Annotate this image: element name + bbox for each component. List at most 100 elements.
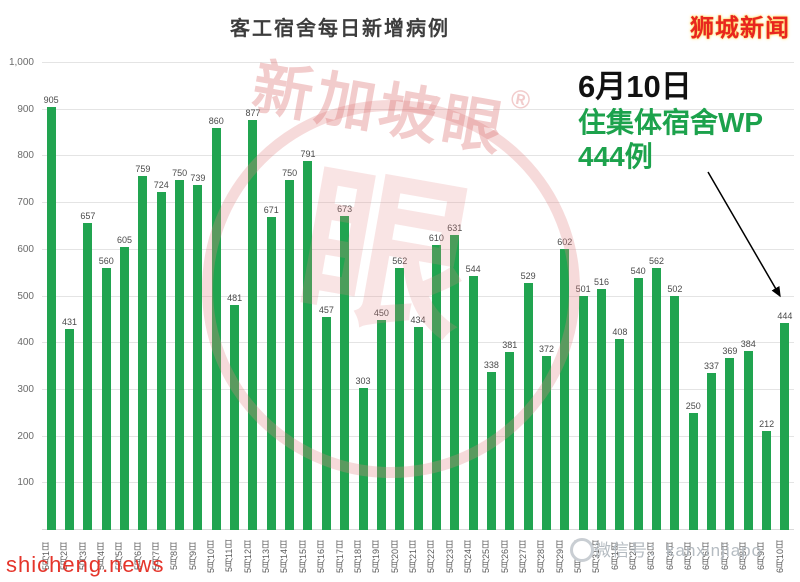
gridline [42,248,794,250]
bar-value-label: 450 [373,308,389,318]
bar [450,235,460,530]
bar-value-label: 434 [410,315,426,325]
bar-slot: 562 [647,63,665,530]
bar [340,216,350,530]
bar-slot: 384 [739,63,757,530]
bar-slot: 739 [189,63,207,530]
bar-value-label: 501 [575,284,591,294]
bar [65,329,75,530]
x-axis-tick-label: 5月14日 [279,539,290,573]
bar [193,185,203,530]
bar-value-label: 372 [538,344,554,354]
x-axis-tick-label: 5月10日 [206,539,217,573]
bar [743,351,753,530]
x-axis-tick-label: 5月17日 [334,539,345,573]
y-axis-tick-label: 200 [17,430,34,442]
bar-value-label: 631 [447,223,463,233]
bar-value-label: 381 [502,340,518,350]
bar-slot: 434 [409,63,427,530]
bar-value-label: 529 [520,271,536,281]
bar [156,192,166,530]
bar [46,107,56,530]
bar-value-label: 303 [355,376,371,386]
bar-slot: 381 [501,63,519,530]
bar-slot: 673 [336,63,354,530]
bar [633,278,643,530]
y-axis-tick-label: 500 [17,290,34,302]
bar-value-label: 750 [282,168,298,178]
bar [688,413,698,530]
bar [413,327,423,530]
bar-slot: 759 [134,63,152,530]
x-axis-tick-label: 5月15日 [297,539,308,573]
x-axis-tick-label: 5月21日 [407,539,418,573]
x-axis-tick-label: 5月23日 [444,539,455,573]
y-axis-tick-label: 900 [17,103,34,115]
y-axis-tick-label: 300 [17,383,34,395]
x-axis-tick-label: 5月16日 [316,539,327,573]
bar-slot: 562 [391,63,409,530]
bar-value-label: 457 [318,305,334,315]
bar [486,372,496,530]
x-axis-tick-label: 5月18日 [352,539,363,573]
bar-slot: 481 [225,63,243,530]
bar-value-label: 481 [227,293,243,303]
bar [560,249,570,530]
bar-value-label: 544 [465,264,481,274]
bar-value-label: 369 [722,346,738,356]
x-axis-tick-label: 5月13日 [261,539,272,573]
bar-value-label: 673 [337,204,353,214]
bar-value-label: 671 [263,205,279,215]
bar [468,276,478,530]
bar [762,431,772,530]
bar [395,268,405,530]
annotation-line2: 住集体宿舍WP [578,106,764,138]
bar [285,180,295,530]
x-axis-tick-label: 6月10日 [774,539,785,573]
bar [670,296,680,530]
bar-value-label: 791 [300,149,316,159]
bar [615,339,625,530]
x-axis-tick-label: 5月24日 [462,539,473,573]
bar-value-label: 540 [630,266,646,276]
bar [101,268,111,530]
bar [725,358,735,530]
bar-value-label: 860 [208,116,224,126]
bar [321,317,331,530]
bar [211,128,221,530]
x-axis-tick-label: 5月8日 [169,542,180,571]
bar-value-label: 338 [483,360,499,370]
bar-chart-plot-area: 905 431 657 560 605 759 724 750 739 860 481 877 671 7… [42,62,794,530]
bar-slot: 860 [207,63,225,530]
bar-slot: 905 [42,63,60,530]
bar-slot: 560 [97,63,115,530]
bar-value-label: 562 [392,256,408,266]
bar-value-label: 560 [98,256,114,266]
bar-slot: 450 [372,63,390,530]
bar-value-label: 759 [135,164,151,174]
x-axis-tick-label: 5月25日 [481,539,492,573]
bar-value-label: 250 [685,401,701,411]
bar-slot: 750 [280,63,298,530]
bar [376,320,386,530]
bar-value-label: 337 [704,361,720,371]
page-title: 客工宿舍每日新增病例 [230,18,450,40]
bar-value-label: 905 [43,95,59,105]
bar-value-label: 444 [777,311,793,321]
x-axis-tick-label: 5月12日 [242,539,253,573]
bar [596,289,606,530]
wechat-handle: 微信号：kanxinjiapo [594,541,763,560]
bar-slot: 602 [556,63,574,530]
y-axis: 100 200 300 400 500 600 700 800 900 1,000 [0,57,38,530]
annotation-line3: 444例 [578,140,653,172]
bar [523,283,533,530]
bar [652,268,662,530]
bar [120,247,130,530]
gridline [42,202,794,204]
bar-slot: 431 [60,63,78,530]
bar-slot: 529 [519,63,537,530]
bar-slot: 671 [262,63,280,530]
site-url[interactable]: shicheng.news [6,552,165,577]
bar-value-label: 605 [117,235,133,245]
